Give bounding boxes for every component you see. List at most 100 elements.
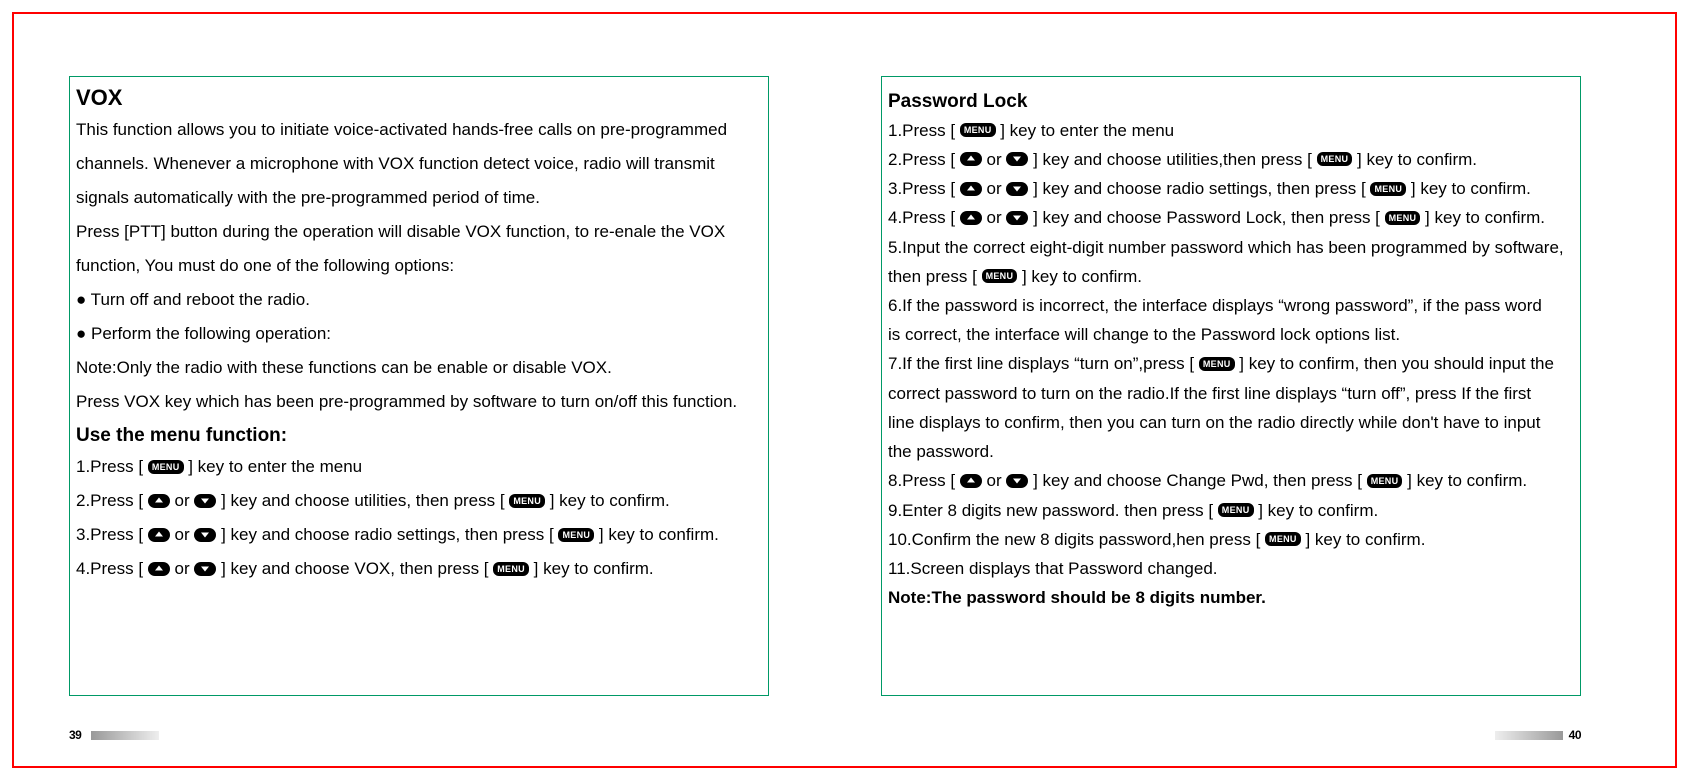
step-text: 3.Press [ [888,179,960,198]
page-decoration-bar [1495,731,1563,740]
down-arrow-icon [194,562,216,576]
page-number-right: 40 [1569,728,1581,742]
step-text: ] key to confirm. [529,559,654,578]
up-arrow-icon [148,494,170,508]
step-4: 4.Press [ or ] key and choose VOX, then … [76,552,762,586]
step-text: or [982,471,1007,490]
menu-key-icon: MENU [1385,211,1421,225]
menu-key-icon: MENU [982,269,1018,283]
document-spread: VOX This function allows you to initiate… [12,12,1677,768]
menu-key-icon: MENU [493,562,529,576]
pw-step-10: 10.Confirm the new 8 digits password,hen… [888,525,1574,554]
step-text: 2.Press [ [76,491,148,510]
vox-bullet: ● Turn off and reboot the radio. [76,283,762,317]
step-text: ] key to enter the menu [996,121,1175,140]
page-number-left: 39 [69,728,81,742]
step-text: or [170,525,195,544]
use-menu-heading: Use the menu function: [76,423,762,450]
up-arrow-icon [960,152,982,166]
pw-step-11: 11.Screen displays that Password changed… [888,554,1574,583]
step-text: ] key to confirm, then you should input … [1235,354,1554,373]
up-arrow-icon [960,474,982,488]
page-left: VOX This function allows you to initiate… [69,34,829,744]
page-decoration-bar [91,731,159,740]
pw-step-9: 9.Enter 8 digits new password. then pres… [888,496,1574,525]
step-text: or [982,208,1007,227]
step-text: 9.Enter 8 digits new password. then pres… [888,501,1218,520]
pw-step-8: 8.Press [ or ] key and choose Change Pwd… [888,466,1574,495]
down-arrow-icon [1006,211,1028,225]
step-text: ] key to confirm. [1406,179,1531,198]
step-text: 1.Press [ [76,457,148,476]
menu-key-icon: MENU [960,123,996,137]
step-text: ] key to confirm. [1254,501,1379,520]
step-text: or [170,491,195,510]
step-text: 1.Press [ [888,121,960,140]
down-arrow-icon [194,528,216,542]
step-text: ] key and choose radio settings, then pr… [216,525,558,544]
menu-key-icon: MENU [1199,357,1235,371]
up-arrow-icon [148,562,170,576]
menu-key-icon: MENU [558,528,594,542]
pw-step-7-l3: line displays to confirm, then you can t… [888,408,1574,437]
step-text: ] key and choose radio settings, then pr… [1028,179,1370,198]
menu-key-icon: MENU [509,494,545,508]
step-text: ] key to confirm. [1402,471,1527,490]
down-arrow-icon [194,494,216,508]
step-3: 3.Press [ or ] key and choose radio sett… [76,518,762,552]
menu-key-icon: MENU [1367,474,1403,488]
step-text: 10.Confirm the new 8 digits password,hen… [888,530,1265,549]
pw-step-1: 1.Press [ MENU ] key to enter the menu [888,116,1574,145]
step-text: ] key to confirm. [1301,530,1426,549]
vox-note: Note:Only the radio with these functions… [76,351,762,385]
pw-step-3: 3.Press [ or ] key and choose radio sett… [888,174,1574,203]
vox-section: VOX This function allows you to initiate… [69,76,769,696]
step-text: 4.Press [ [888,208,960,227]
down-arrow-icon [1006,182,1028,196]
step-text: or [982,150,1007,169]
pw-step-7-l2: correct password to turn on the radio.If… [888,379,1574,408]
step-text: 8.Press [ [888,471,960,490]
menu-key-icon: MENU [1370,182,1406,196]
step-text: ] key to confirm. [1420,208,1545,227]
step-text: ] key to confirm. [1352,150,1477,169]
step-text: or [982,179,1007,198]
step-text: 4.Press [ [76,559,148,578]
vox-para-line: signals automatically with the pre-progr… [76,181,762,215]
menu-key-icon: MENU [148,460,184,474]
step-text: ] key and choose utilities, then press [ [216,491,509,510]
pw-step-6-l1: 6.If the password is incorrect, the inte… [888,291,1574,320]
menu-key-icon: MENU [1317,152,1353,166]
vox-heading: VOX [76,85,762,111]
step-1: 1.Press [ MENU ] key to enter the menu [76,450,762,484]
vox-bullet: ● Perform the following operation: [76,317,762,351]
step-2: 2.Press [ or ] key and choose utilities,… [76,484,762,518]
vox-para-line: function, You must do one of the followi… [76,249,762,283]
password-lock-section: Password Lock 1.Press [ MENU ] key to en… [881,76,1581,696]
pw-step-5-l1: 5.Input the correct eight-digit number p… [888,233,1574,262]
pw-step-6-l2: is correct, the interface will change to… [888,320,1574,349]
up-arrow-icon [960,211,982,225]
password-lock-heading: Password Lock [888,89,1574,116]
menu-key-icon: MENU [1265,532,1301,546]
up-arrow-icon [148,528,170,542]
vox-para-line: channels. Whenever a microphone with VOX… [76,147,762,181]
step-text: 3.Press [ [76,525,148,544]
pw-step-7-l4: the password. [888,437,1574,466]
step-text: ] key and choose VOX, then press [ [216,559,493,578]
page-right: Password Lock 1.Press [ MENU ] key to en… [881,34,1641,744]
down-arrow-icon [1006,152,1028,166]
step-text: ] key to confirm. [545,491,670,510]
step-text: ] key to confirm. [594,525,719,544]
step-text: or [170,559,195,578]
pw-step-4: 4.Press [ or ] key and choose Password L… [888,203,1574,232]
vox-para-line: Press [PTT] button during the operation … [76,215,762,249]
step-text: ] key and choose utilities,then press [ [1028,150,1316,169]
menu-key-icon: MENU [1218,503,1254,517]
step-text: ] key and choose Password Lock, then pre… [1028,208,1384,227]
step-text: ] key and choose Change Pwd, then press … [1028,471,1366,490]
step-text: 7.If the first line displays “turn on”,p… [888,354,1199,373]
pw-step-7-l1: 7.If the first line displays “turn on”,p… [888,349,1574,378]
pw-step-5-l2: then press [ MENU ] key to confirm. [888,262,1574,291]
up-arrow-icon [960,182,982,196]
